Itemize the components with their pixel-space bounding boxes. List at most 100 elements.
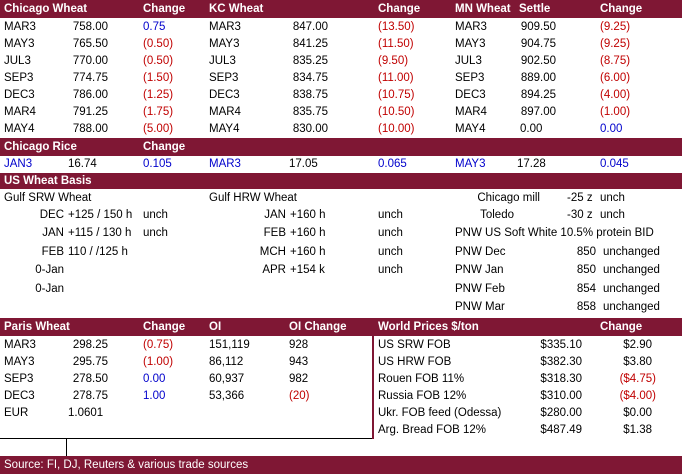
table-row-label: PNW Feb	[455, 283, 505, 295]
eur-label: EUR	[4, 407, 29, 419]
table-row-basis: 110 / /125 h	[68, 246, 128, 258]
table-row-change: unchanged	[603, 301, 660, 313]
footer-divider-tick	[66, 438, 67, 456]
table-row-label: Ukr. FOB feed (Odessa)	[378, 407, 502, 419]
table-row-price: 758.00	[72, 21, 108, 33]
table-row-month: JUL3	[209, 55, 236, 67]
us-wheat-basis-title: US Wheat Basis	[4, 175, 92, 187]
table-row-label: Arg. Bread FOB 12%	[378, 424, 487, 436]
table-row-month: DEC3	[4, 390, 35, 402]
rice-change-header: Change	[143, 141, 186, 153]
table-row-oi-change: 943	[289, 356, 309, 368]
table-row-price: 841.25	[292, 38, 328, 50]
mn-settle-header: Settle	[519, 3, 551, 15]
rice-header-bar	[0, 138, 682, 156]
table-row-price: 278.75	[72, 390, 108, 402]
table-row-change: (0.50)	[143, 38, 174, 50]
table-row-month: APR	[262, 264, 286, 276]
table-row-month: DEC3	[209, 89, 240, 101]
table-row-month: MAR4	[209, 106, 241, 118]
table-row-month: JAN	[264, 209, 286, 221]
table-row-month: 0-Jan	[35, 283, 64, 295]
table-row-oi: 86,112	[209, 356, 244, 368]
table-row-change: (8.75)	[600, 55, 631, 67]
rice-price: 16.74	[68, 158, 97, 170]
table-row-change: (5.00)	[143, 123, 174, 135]
paris-oi-header: OI	[209, 321, 222, 333]
table-row-month: DEC	[39, 209, 64, 221]
table-row-price: $310.00	[540, 390, 582, 402]
table-row-month: MAR4	[4, 106, 36, 118]
table-row-month: SEP3	[209, 72, 239, 84]
table-row-label: PNW Dec	[455, 246, 506, 258]
gulf-hrw-title: Gulf HRW Wheat	[209, 192, 297, 204]
table-row-change: $3.80	[623, 356, 652, 368]
kc-change-header: Change	[378, 3, 421, 15]
table-row-month: MAY3	[4, 38, 35, 50]
table-row-basis: +125 / 150 h	[68, 209, 133, 221]
footer-bar	[0, 456, 682, 474]
table-row-change: 0.75	[143, 21, 166, 33]
mn-change-header: Change	[600, 3, 643, 15]
table-row-month: MAY3	[455, 38, 486, 50]
table-row-label: US HRW FOB	[378, 356, 452, 368]
table-row-change: ($4.75)	[619, 373, 656, 385]
table-row-price: 838.75	[292, 89, 328, 101]
table-row-change: (1.50)	[143, 72, 174, 84]
table-row-oi-change: (20)	[289, 390, 310, 402]
table-row-change: (11.50)	[378, 38, 414, 50]
table-row-label: PNW Mar	[455, 301, 505, 313]
table-row-value: 850	[576, 264, 596, 276]
paris-change-header: Change	[143, 321, 186, 333]
basis-header-bar	[0, 173, 682, 189]
table-row-change: 0.00	[600, 123, 623, 135]
kc-wheat-title: KC Wheat	[209, 3, 264, 15]
table-row-label: Russia FOB 12%	[378, 390, 467, 402]
table-row-change: 0.00	[143, 373, 166, 385]
mn-wheat-title: MN Wheat	[455, 3, 511, 15]
table-row-price: 278.50	[72, 373, 108, 385]
table-row-change: ($4.00)	[619, 390, 656, 402]
table-row-change: (1.75)	[143, 106, 174, 118]
table-row-month: MAY4	[209, 123, 240, 135]
table-row-oi-change: 928	[289, 339, 309, 351]
table-row-price: 774.75	[72, 72, 108, 84]
table-row-month: FEB	[41, 246, 64, 258]
table-row-price: 298.25	[72, 339, 108, 351]
chicago-wheat-title: Chicago Wheat	[4, 3, 88, 15]
table-row-month: FEB	[263, 227, 286, 239]
mill-change: unch	[600, 209, 625, 221]
table-row-price: 904.75	[520, 38, 556, 50]
table-row-value: 858	[576, 301, 596, 313]
table-row-price: 847.00	[292, 21, 328, 33]
table-row-change: (10.00)	[378, 123, 415, 135]
table-row-change: (11.00)	[378, 72, 414, 84]
table-row-change: (4.00)	[600, 89, 631, 101]
table-row-basis: +115 / 130 h	[68, 227, 132, 239]
table-row-label: PNW Jan	[455, 264, 504, 276]
table-row-price: 835.75	[292, 106, 328, 118]
table-row-change: unch	[143, 227, 168, 239]
table-row-month: JAN	[42, 227, 64, 239]
table-row-change: (1.00)	[600, 106, 631, 118]
table-row-price: 902.50	[520, 55, 556, 67]
table-row-price: 788.00	[72, 123, 108, 135]
table-row-change: unchanged	[603, 264, 660, 276]
rice-change: 0.065	[378, 158, 407, 170]
table-row-price: 894.25	[520, 89, 556, 101]
table-row-price: 295.75	[72, 356, 108, 368]
table-row-month: MAY4	[4, 123, 35, 135]
table-row-change: (1.25)	[143, 89, 174, 101]
pnw-title: PNW US Soft White 10.5% protein BID	[455, 227, 654, 239]
table-row-change: (0.75)	[143, 339, 174, 351]
table-row-price: 889.00	[520, 72, 556, 84]
table-row-price: 830.00	[292, 123, 328, 135]
table-row-price: $280.00	[540, 407, 582, 419]
table-row-change: unch	[378, 209, 403, 221]
table-row-change: $0.00	[623, 407, 652, 419]
table-row-change: (6.00)	[600, 72, 631, 84]
mill-label: Toledo	[480, 209, 514, 221]
paris-oi-change-header: OI Change	[289, 321, 347, 333]
table-row-price: 765.50	[72, 38, 108, 50]
rice-month: JAN3	[4, 158, 33, 170]
